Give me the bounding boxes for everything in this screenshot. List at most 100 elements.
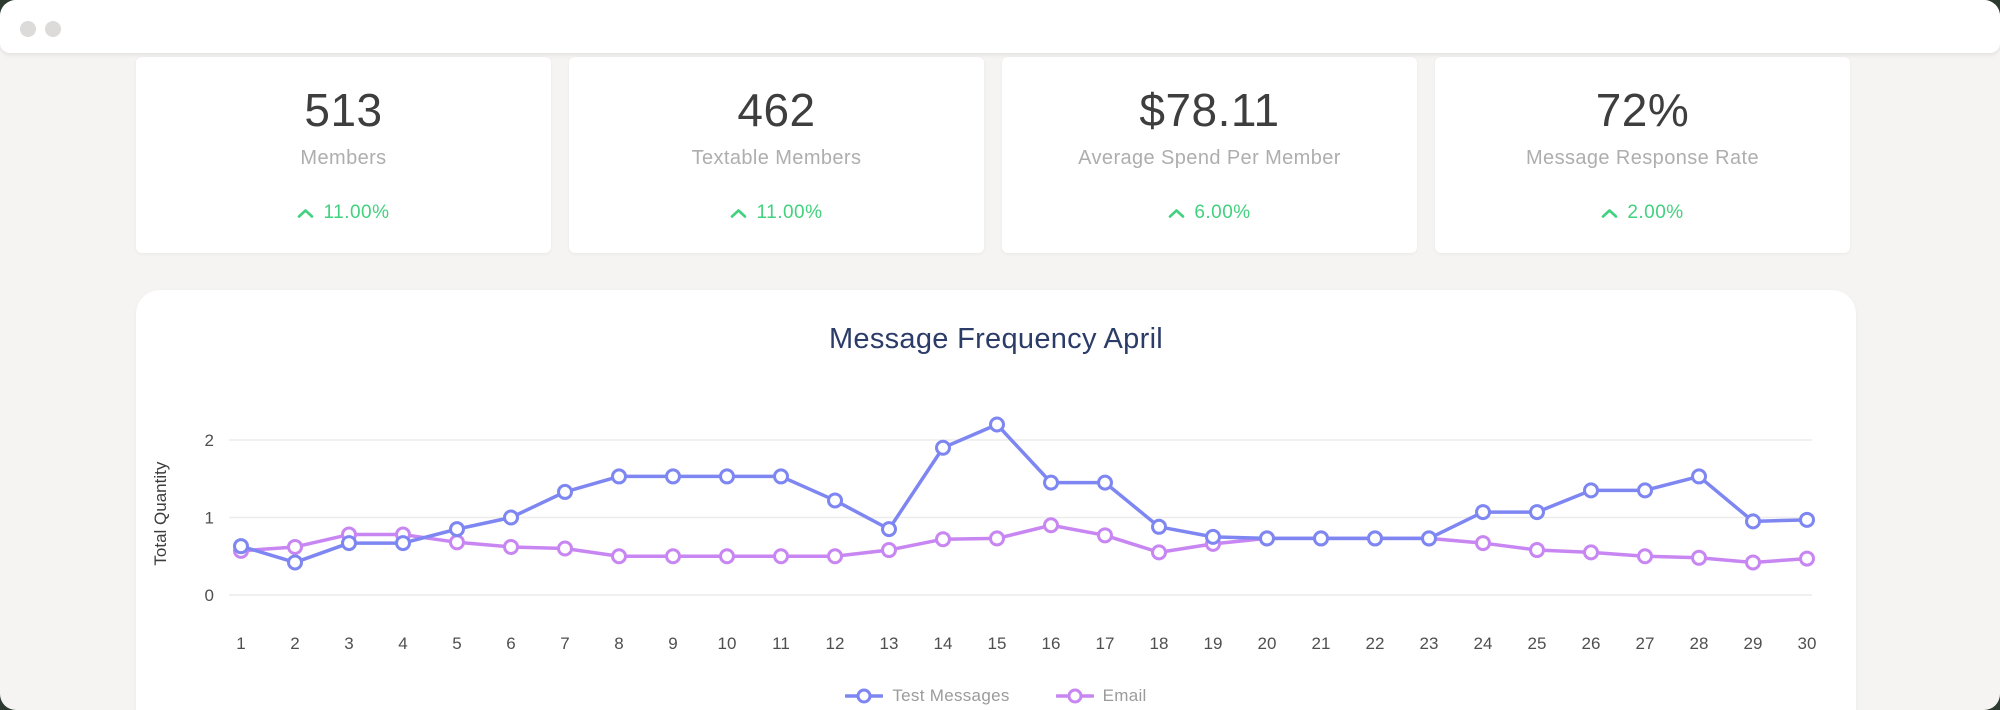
x-tick-label-18: 18: [1150, 634, 1169, 653]
stat-delta: 11.00%: [297, 202, 389, 224]
data-point-email-11[interactable]: [773, 548, 789, 565]
window-titlebar: [0, 0, 2000, 53]
stat-value: 72%: [1595, 84, 1690, 136]
x-tick-label-6: 6: [506, 634, 515, 653]
data-point-test-messages-28[interactable]: [1691, 468, 1707, 485]
data-point-email-18[interactable]: [1151, 544, 1167, 561]
chart-title: Message Frequency April: [828, 323, 1164, 355]
data-point-test-messages-30[interactable]: [1799, 511, 1815, 528]
legend-item-test-messages[interactable]: Test Messages: [845, 686, 1009, 706]
legend-marker-test-messages: [845, 688, 884, 704]
data-point-test-messages-6[interactable]: [503, 509, 519, 526]
data-point-test-messages-21[interactable]: [1313, 530, 1329, 547]
x-tick-label-25: 25: [1528, 634, 1547, 653]
chart-legend: Test Messages Email: [136, 686, 1856, 706]
data-point-email-8[interactable]: [611, 548, 627, 565]
data-point-test-messages-20[interactable]: [1259, 530, 1275, 547]
x-tick-label-13: 13: [880, 634, 899, 653]
stat-delta-value: 11.00%: [756, 202, 823, 223]
x-tick-label-2: 2: [290, 634, 299, 653]
stat-card-members: 513 Members 11.00%: [136, 57, 551, 253]
data-point-test-messages-15[interactable]: [989, 416, 1005, 433]
stat-delta: 2.00%: [1601, 202, 1683, 224]
legend-item-email[interactable]: Email: [1055, 686, 1147, 706]
data-point-test-messages-2[interactable]: [287, 554, 303, 571]
data-point-email-24[interactable]: [1475, 535, 1491, 552]
data-point-test-messages-19[interactable]: [1205, 528, 1221, 545]
y-tick-label-0: 0: [205, 586, 214, 605]
data-point-test-messages-24[interactable]: [1475, 504, 1491, 521]
window-control-dot-2[interactable]: [45, 21, 61, 37]
x-tick-label-10: 10: [718, 634, 737, 653]
x-tick-label-30: 30: [1798, 634, 1817, 653]
y-tick-label-2: 2: [205, 431, 214, 450]
data-point-test-messages-22[interactable]: [1367, 530, 1383, 547]
x-tick-label-7: 7: [560, 634, 569, 653]
data-point-email-10[interactable]: [719, 548, 735, 565]
data-point-email-26[interactable]: [1583, 544, 1599, 561]
data-point-email-30[interactable]: [1799, 550, 1815, 567]
data-point-email-13[interactable]: [881, 542, 897, 559]
data-point-test-messages-11[interactable]: [773, 468, 789, 485]
data-point-test-messages-16[interactable]: [1043, 474, 1059, 491]
x-tick-label-12: 12: [826, 634, 845, 653]
data-point-test-messages-5[interactable]: [449, 521, 465, 538]
data-point-test-messages-3[interactable]: [341, 535, 357, 552]
x-tick-label-1: 1: [236, 634, 245, 653]
data-point-test-messages-10[interactable]: [719, 468, 735, 485]
data-point-test-messages-12[interactable]: [827, 492, 843, 509]
stat-value: $78.11: [1139, 84, 1280, 136]
data-point-email-14[interactable]: [935, 531, 951, 548]
data-point-test-messages-1[interactable]: [233, 538, 249, 555]
data-point-email-15[interactable]: [989, 530, 1005, 547]
x-tick-label-27: 27: [1636, 634, 1655, 653]
data-point-test-messages-23[interactable]: [1421, 530, 1437, 547]
x-tick-label-29: 29: [1744, 634, 1763, 653]
stat-delta-value: 6.00%: [1194, 202, 1251, 223]
data-point-email-25[interactable]: [1529, 542, 1545, 559]
data-point-email-17[interactable]: [1097, 527, 1113, 544]
x-tick-label-3: 3: [344, 634, 353, 653]
dashboard-page: 513 Members 11.00% 462 Textable Members …: [0, 53, 2000, 710]
data-point-email-27[interactable]: [1637, 548, 1653, 565]
stat-delta: 11.00%: [730, 202, 822, 224]
x-tick-label-17: 17: [1096, 634, 1115, 653]
data-point-test-messages-14[interactable]: [935, 439, 951, 456]
x-tick-label-5: 5: [452, 634, 461, 653]
data-point-test-messages-4[interactable]: [395, 535, 411, 552]
x-tick-label-24: 24: [1474, 634, 1493, 653]
data-point-email-16[interactable]: [1043, 517, 1059, 534]
x-tick-label-4: 4: [398, 634, 407, 653]
data-point-test-messages-17[interactable]: [1097, 474, 1113, 491]
data-point-test-messages-29[interactable]: [1745, 513, 1761, 530]
x-tick-label-19: 19: [1204, 634, 1223, 653]
data-point-test-messages-8[interactable]: [611, 468, 627, 485]
data-point-email-9[interactable]: [665, 548, 681, 565]
data-point-test-messages-13[interactable]: [881, 521, 897, 538]
data-point-email-28[interactable]: [1691, 549, 1707, 566]
data-point-email-6[interactable]: [503, 538, 519, 555]
window-control-dot-1[interactable]: [20, 21, 36, 37]
x-tick-label-9: 9: [668, 634, 677, 653]
data-point-test-messages-9[interactable]: [665, 468, 681, 485]
data-point-email-7[interactable]: [557, 540, 573, 557]
series-line-test-messages: [239, 422, 1809, 565]
data-point-email-5[interactable]: [449, 534, 465, 551]
legend-marker-email: [1055, 688, 1094, 704]
stat-card-textable-members: 462 Textable Members 11.00%: [569, 57, 984, 253]
data-point-email-2[interactable]: [287, 538, 303, 555]
data-point-email-29[interactable]: [1745, 554, 1761, 571]
stat-label: Textable Members: [691, 147, 862, 169]
chevron-up-icon: [730, 208, 747, 219]
data-point-test-messages-18[interactable]: [1151, 518, 1167, 535]
data-point-test-messages-7[interactable]: [557, 483, 573, 500]
data-point-test-messages-27[interactable]: [1637, 482, 1653, 499]
x-tick-label-14: 14: [934, 634, 953, 653]
data-point-test-messages-26[interactable]: [1583, 482, 1599, 499]
x-tick-label-28: 28: [1690, 634, 1709, 653]
x-tick-label-20: 20: [1258, 634, 1277, 653]
data-point-email-12[interactable]: [827, 548, 843, 565]
data-point-test-messages-25[interactable]: [1529, 504, 1545, 521]
